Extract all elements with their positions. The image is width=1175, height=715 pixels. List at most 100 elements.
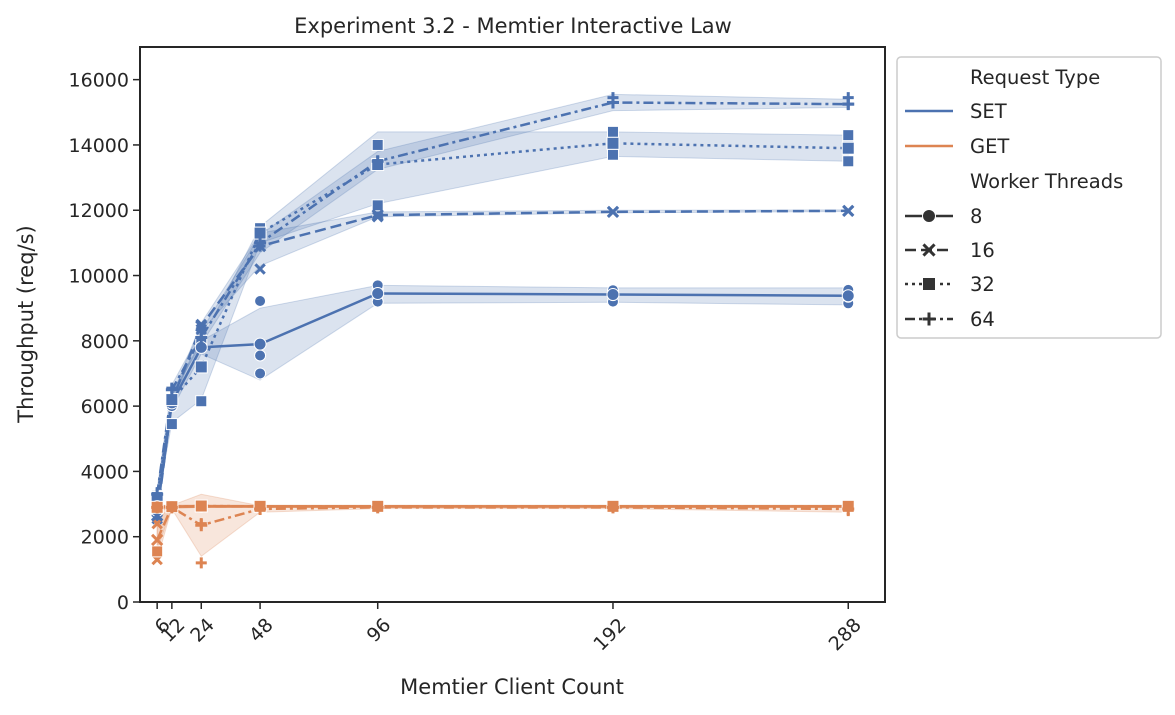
y-tick-label: 6000 [81,396,129,418]
mean-point-set-16 [842,204,855,218]
marker-circle [254,367,267,380]
data-points [150,92,855,569]
marker-square [195,395,208,408]
x-tick-label: 288 [825,614,866,655]
mean-point-get-64 [606,501,619,514]
mean-point-set-8 [606,287,620,301]
mean-point-set-64 [606,96,619,109]
mean-point-set-8 [371,286,385,300]
y-tick-label: 2000 [81,527,129,549]
marker-square [371,138,384,151]
x-tick-label: 48 [245,614,278,647]
marker-square [151,545,164,558]
legend-entry-16-threads: 16 [970,239,995,262]
point-set-32 [371,138,384,151]
plot-frame [139,46,886,603]
x-tick-label: 24 [186,614,219,647]
x-tick-label: 192 [589,614,630,655]
x-tick-label: 96 [363,614,396,647]
marker-square [842,129,855,142]
mean-point-set-32 [606,136,620,150]
mean-point-set-16 [606,205,620,219]
legend-entry-32-threads: 32 [970,273,995,296]
mean-point-get-64 [842,502,855,515]
mean-point-set-32 [194,360,208,374]
mean-point-get-64 [165,501,178,514]
point-set-32 [371,199,384,212]
legend-frame [896,56,1162,339]
y-tick-label: 12000 [69,200,129,222]
mean-point-set-16 [371,208,384,222]
marker-plus [922,312,936,326]
point-set-32 [165,418,178,431]
point-set-32 [606,125,619,138]
point-set-16 [254,263,266,275]
marker-square [371,199,384,212]
marker-plus [842,98,855,111]
mean-point-get-16 [150,533,164,547]
point-set-32 [842,155,855,168]
marker-square [842,155,855,168]
marker-circle [371,286,385,300]
y-tick-label: 10000 [69,266,129,288]
legend-style-swatches [905,209,953,326]
confidence-bands [156,93,849,560]
legend-style-marker-16 [922,243,936,257]
legend-hue-title: Request Type [970,66,1100,89]
marker-x [606,205,620,219]
marker-plus [151,501,164,514]
y-axis: 0 2000 4000 6000 8000 10000 12000 14000 16000 [69,70,140,614]
point-get-64 [195,557,207,569]
marker-square [606,148,619,161]
marker-square [841,141,855,155]
marker-plus [165,501,178,514]
legend-entry-8-threads: 8 [970,205,982,228]
marker-x [842,204,855,218]
x-axis-title: Memtier Client Count [400,675,624,699]
band-set-8 [156,284,849,518]
legend: Request Type SET GET Worker Threads 8 16… [896,56,1162,339]
mean-point-get-32 [194,499,208,513]
marker-plus [606,96,619,109]
mean-point-set-32 [841,141,855,155]
mean-point-set-64 [842,98,855,111]
point-set-32 [195,395,208,408]
legend-entry-get: GET [970,135,1009,158]
point-get-32 [151,545,164,558]
point-set-8 [254,294,267,307]
mean-point-get-64 [371,501,384,514]
marker-square [606,136,620,150]
marker-circle [606,287,620,301]
marker-circle [253,337,267,351]
point-set-8 [254,349,267,362]
marker-square [194,499,208,513]
legend-entry-64-threads: 64 [970,308,995,331]
legend-style-marker-64 [922,312,936,326]
mean-point-set-64 [165,383,178,396]
point-set-32 [842,129,855,142]
marker-x [150,533,164,547]
marker-x [371,208,384,222]
mean-point-set-16 [195,319,208,333]
mean-point-get-64 [151,501,164,514]
marker-plus [195,331,208,344]
marker-plus [371,501,384,514]
y-tick-label: 8000 [81,331,129,353]
y-tick-label: 4000 [81,461,129,483]
y-axis-title: Throughput (req/s) [14,225,38,423]
chart-title: Experiment 3.2 - Memtier Interactive Law [294,14,732,38]
mean-point-set-8 [253,337,267,351]
legend-style-marker-8 [922,209,936,223]
marker-plus [254,502,267,515]
mean-point-get-64 [195,519,208,532]
marker-x [195,319,208,333]
mean-point-set-64 [151,488,164,501]
legend-entry-set: SET [970,100,1007,123]
marker-plus [195,519,208,532]
y-tick-label: 16000 [69,70,129,92]
marker-plus [254,236,267,249]
marker-x [922,243,936,257]
mean-point-set-64 [371,155,384,168]
